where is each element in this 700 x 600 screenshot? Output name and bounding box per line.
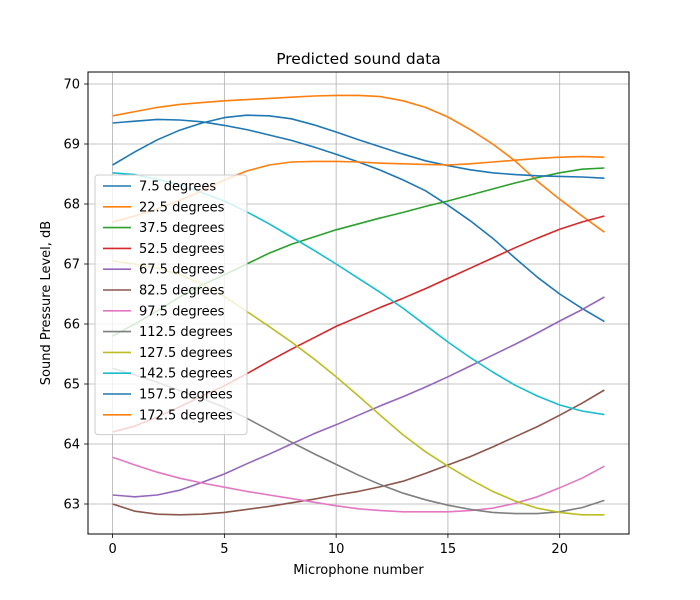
legend-label: 82.5 degrees	[139, 284, 225, 299]
legend-label: 37.5 degrees	[139, 221, 225, 236]
legend-label: 142.5 degrees	[139, 367, 233, 382]
legend-label: 172.5 degrees	[139, 408, 233, 423]
series-line-6	[112, 456, 605, 513]
y-axis: 63 64 65 66 67 68 69 70	[63, 78, 88, 513]
series-line-4	[112, 296, 605, 498]
y-tick-label: 67	[63, 258, 80, 273]
series-line-10	[112, 114, 605, 179]
chart-title: Predicted sound data	[276, 50, 441, 68]
x-tick-label: 5	[220, 542, 228, 557]
legend-label: 52.5 degrees	[139, 242, 225, 257]
y-axis-label: Sound Pressure Level, dB	[39, 221, 54, 385]
legend-label: 22.5 degrees	[139, 200, 225, 215]
y-tick-label: 63	[63, 498, 80, 513]
x-tick-label: 20	[551, 542, 568, 557]
y-tick-label: 64	[63, 438, 80, 453]
legend-label: 7.5 degrees	[139, 180, 216, 195]
legend: 7.5 degrees 22.5 degrees 37.5 degrees 52.5 …	[94, 174, 248, 436]
y-tick-label: 65	[63, 378, 80, 393]
plot-frame	[87, 71, 630, 535]
x-tick-label: 15	[440, 542, 457, 557]
x-tick-label: 0	[108, 542, 116, 557]
x-axis-label: Microphone number	[293, 563, 424, 578]
legend-label: 112.5 degrees	[139, 325, 233, 340]
y-tick-label: 69	[63, 138, 80, 153]
y-tick-label: 66	[63, 318, 80, 333]
legend-label: 127.5 degrees	[139, 346, 233, 361]
x-tick-label: 10	[328, 542, 345, 557]
y-tick-label: 70	[63, 78, 80, 93]
series-line-1	[112, 94, 605, 233]
x-axis: 0 5 10 15 20	[108, 534, 568, 557]
legend-box	[94, 174, 248, 436]
y-tick-label: 68	[63, 198, 80, 213]
legend-label: 97.5 degrees	[139, 304, 225, 319]
legend-label: 157.5 degrees	[139, 388, 233, 403]
series-line-5	[112, 389, 605, 516]
legend-label: 67.5 degrees	[139, 263, 225, 278]
